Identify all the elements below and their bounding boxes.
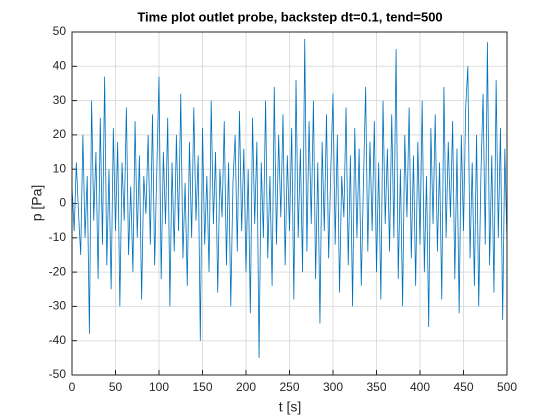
x-tick-label: 300 <box>323 380 343 394</box>
x-tick-label: 200 <box>236 380 256 394</box>
y-tick-label: 30 <box>53 93 67 107</box>
plot-frame <box>71 31 508 376</box>
y-tick-label: 20 <box>53 127 67 141</box>
x-tick-label: 350 <box>366 380 386 394</box>
y-tick-label: 50 <box>53 24 67 38</box>
y-axis-label: p [Pa] <box>29 185 45 222</box>
x-tick-label: 450 <box>453 380 473 394</box>
x-tick-label: 0 <box>69 380 76 394</box>
x-tick-label: 250 <box>279 380 299 394</box>
line-series <box>71 38 508 358</box>
y-tick-label: -40 <box>49 333 67 347</box>
x-tick-label: 400 <box>410 380 430 394</box>
y-tick-label: 40 <box>53 58 67 72</box>
y-tick-label: -20 <box>49 264 67 278</box>
y-tick-label: -30 <box>49 299 67 313</box>
x-tick-label: 150 <box>192 380 212 394</box>
chart-title: Time plot outlet probe, backstep dt=0.1,… <box>137 9 442 24</box>
y-tick-label: -50 <box>49 367 67 381</box>
x-tick-label: 500 <box>497 380 517 394</box>
y-tick-label: 0 <box>59 196 66 210</box>
y-tick-label: -10 <box>49 230 67 244</box>
x-tick-label: 50 <box>109 380 123 394</box>
y-tick-label: 10 <box>53 161 67 175</box>
x-axis-label: t [s] <box>279 399 302 415</box>
x-tick-label: 100 <box>149 380 169 394</box>
